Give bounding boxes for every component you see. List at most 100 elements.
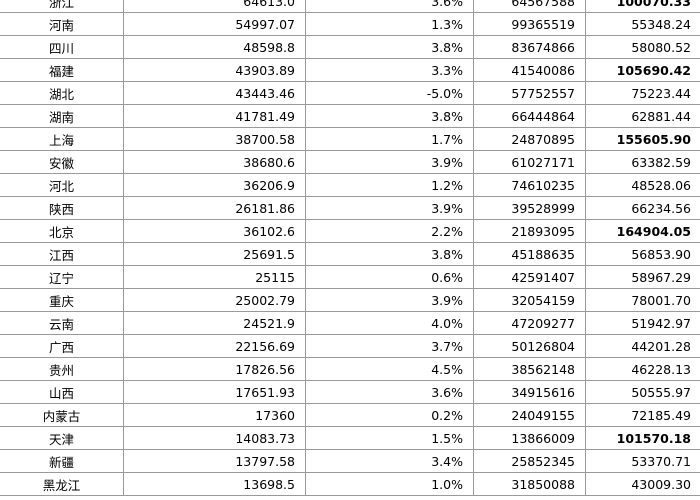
value-cell: 44201.28 [585, 334, 700, 358]
value-cell: 3.6% [305, 0, 474, 13]
value-cell: 99365519 [473, 12, 586, 36]
value-cell: 3.8% [305, 242, 474, 266]
value-cell: 56853.90 [585, 242, 700, 266]
value-cell: 3.4% [305, 449, 474, 473]
value-cell: 0.6% [305, 265, 474, 289]
value-cell: 43903.89 [123, 58, 306, 82]
value-cell: 74610235 [473, 173, 586, 197]
value-cell: 55348.24 [585, 12, 700, 36]
region-cell: 四川 [0, 35, 124, 59]
region-cell: 广西 [0, 334, 124, 358]
value-cell: 54997.07 [123, 12, 306, 36]
region-cell: 浙江 [0, 0, 124, 13]
value-cell: 3.3% [305, 58, 474, 82]
value-cell: -5.0% [305, 81, 474, 105]
region-cell: 黑龙江 [0, 472, 124, 496]
region-cell: 福建 [0, 58, 124, 82]
value-cell: 38562148 [473, 357, 586, 381]
value-cell: 3.8% [305, 35, 474, 59]
value-cell: 3.9% [305, 288, 474, 312]
value-cell: 42591407 [473, 265, 586, 289]
value-cell: 13797.58 [123, 449, 306, 473]
value-cell: 66444864 [473, 104, 586, 128]
value-cell: 155605.90 [585, 127, 700, 151]
value-cell: 17651.93 [123, 380, 306, 404]
value-cell: 48598.8 [123, 35, 306, 59]
value-cell: 57752557 [473, 81, 586, 105]
value-cell: 3.6% [305, 380, 474, 404]
value-cell: 17360 [123, 403, 306, 427]
value-cell: 34915616 [473, 380, 586, 404]
value-cell: 39528999 [473, 196, 586, 220]
value-cell: 14083.73 [123, 426, 306, 450]
value-cell: 25852345 [473, 449, 586, 473]
region-cell: 山西 [0, 380, 124, 404]
value-cell: 72185.49 [585, 403, 700, 427]
region-cell: 安徽 [0, 150, 124, 174]
value-cell: 0.2% [305, 403, 474, 427]
value-cell: 64567588 [473, 0, 586, 13]
value-cell: 101570.18 [585, 426, 700, 450]
value-cell: 13698.5 [123, 472, 306, 496]
region-cell: 上海 [0, 127, 124, 151]
region-cell: 湖北 [0, 81, 124, 105]
value-cell: 48528.06 [585, 173, 700, 197]
value-cell: 25691.5 [123, 242, 306, 266]
value-cell: 21893095 [473, 219, 586, 243]
region-cell: 湖南 [0, 104, 124, 128]
value-cell: 31850088 [473, 472, 586, 496]
value-cell: 61027171 [473, 150, 586, 174]
value-cell: 17826.56 [123, 357, 306, 381]
value-cell: 13866009 [473, 426, 586, 450]
value-cell: 1.7% [305, 127, 474, 151]
value-cell: 25002.79 [123, 288, 306, 312]
value-cell: 32054159 [473, 288, 586, 312]
value-cell: 43009.30 [585, 472, 700, 496]
value-cell: 3.8% [305, 104, 474, 128]
value-cell: 41781.49 [123, 104, 306, 128]
value-cell: 50555.97 [585, 380, 700, 404]
region-cell: 河南 [0, 12, 124, 36]
value-cell: 4.0% [305, 311, 474, 335]
region-cell: 河北 [0, 173, 124, 197]
region-cell: 云南 [0, 311, 124, 335]
value-cell: 3.9% [305, 150, 474, 174]
value-cell: 164904.05 [585, 219, 700, 243]
value-cell: 26181.86 [123, 196, 306, 220]
value-cell: 25115 [123, 265, 306, 289]
value-cell: 1.3% [305, 12, 474, 36]
value-cell: 1.0% [305, 472, 474, 496]
value-cell: 22156.69 [123, 334, 306, 358]
value-cell: 1.2% [305, 173, 474, 197]
value-cell: 2.2% [305, 219, 474, 243]
region-cell: 天津 [0, 426, 124, 450]
region-cell: 重庆 [0, 288, 124, 312]
value-cell: 58967.29 [585, 265, 700, 289]
region-cell: 内蒙古 [0, 403, 124, 427]
region-cell: 江西 [0, 242, 124, 266]
value-cell: 78001.70 [585, 288, 700, 312]
value-cell: 58080.52 [585, 35, 700, 59]
value-cell: 4.5% [305, 357, 474, 381]
value-cell: 53370.71 [585, 449, 700, 473]
